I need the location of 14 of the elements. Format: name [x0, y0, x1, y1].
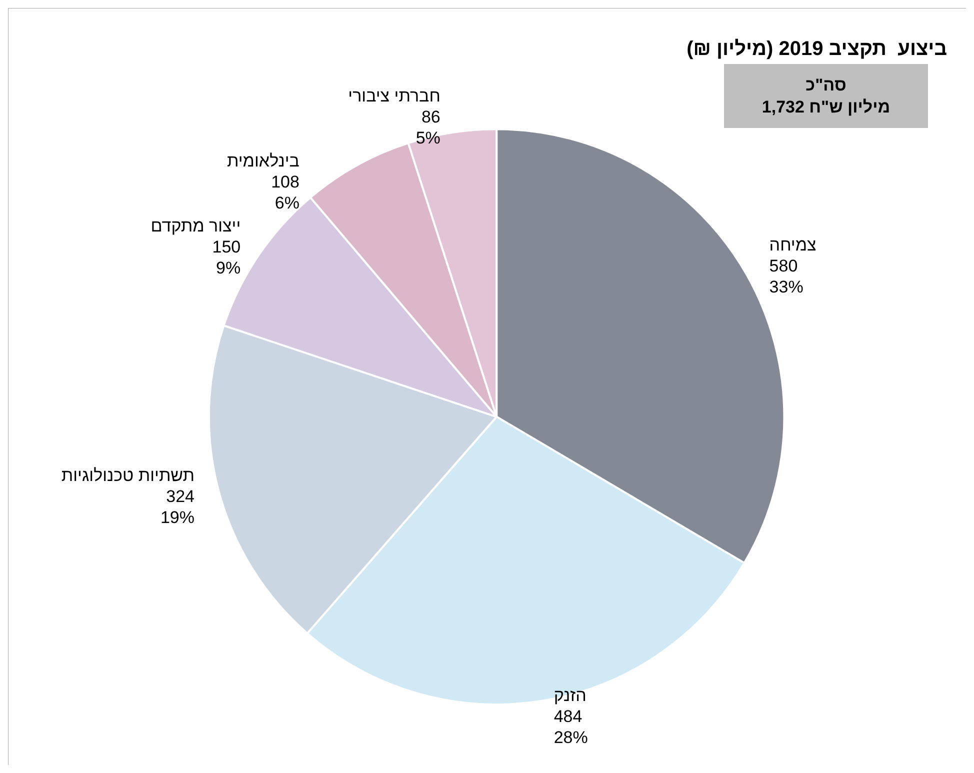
data-label: 108 6%: [271, 172, 300, 212]
slice-label: צמיחה: [769, 236, 816, 255]
data-label: 580 33%: [769, 256, 804, 297]
slice-label: ייצור מתקדם: [150, 216, 241, 236]
data-label: 484 28%: [554, 707, 588, 748]
text: סה"כ 1,732 מיליון ש"ח: [762, 76, 890, 116]
chart-title: ביצוע תקציב 2019 (מיליון ₪): [686, 38, 948, 60]
slice-label: תשתיות טכנולוגיות: [61, 466, 195, 485]
data-label: 324 19%: [160, 486, 195, 527]
data-label: 150 9%: [212, 237, 241, 278]
slice-label: הזנק: [554, 686, 586, 706]
slice-label: בינלאומית: [226, 151, 300, 170]
slice-label: חברתי ציבורי: [348, 86, 440, 106]
data-label: 86 5%: [416, 107, 440, 148]
